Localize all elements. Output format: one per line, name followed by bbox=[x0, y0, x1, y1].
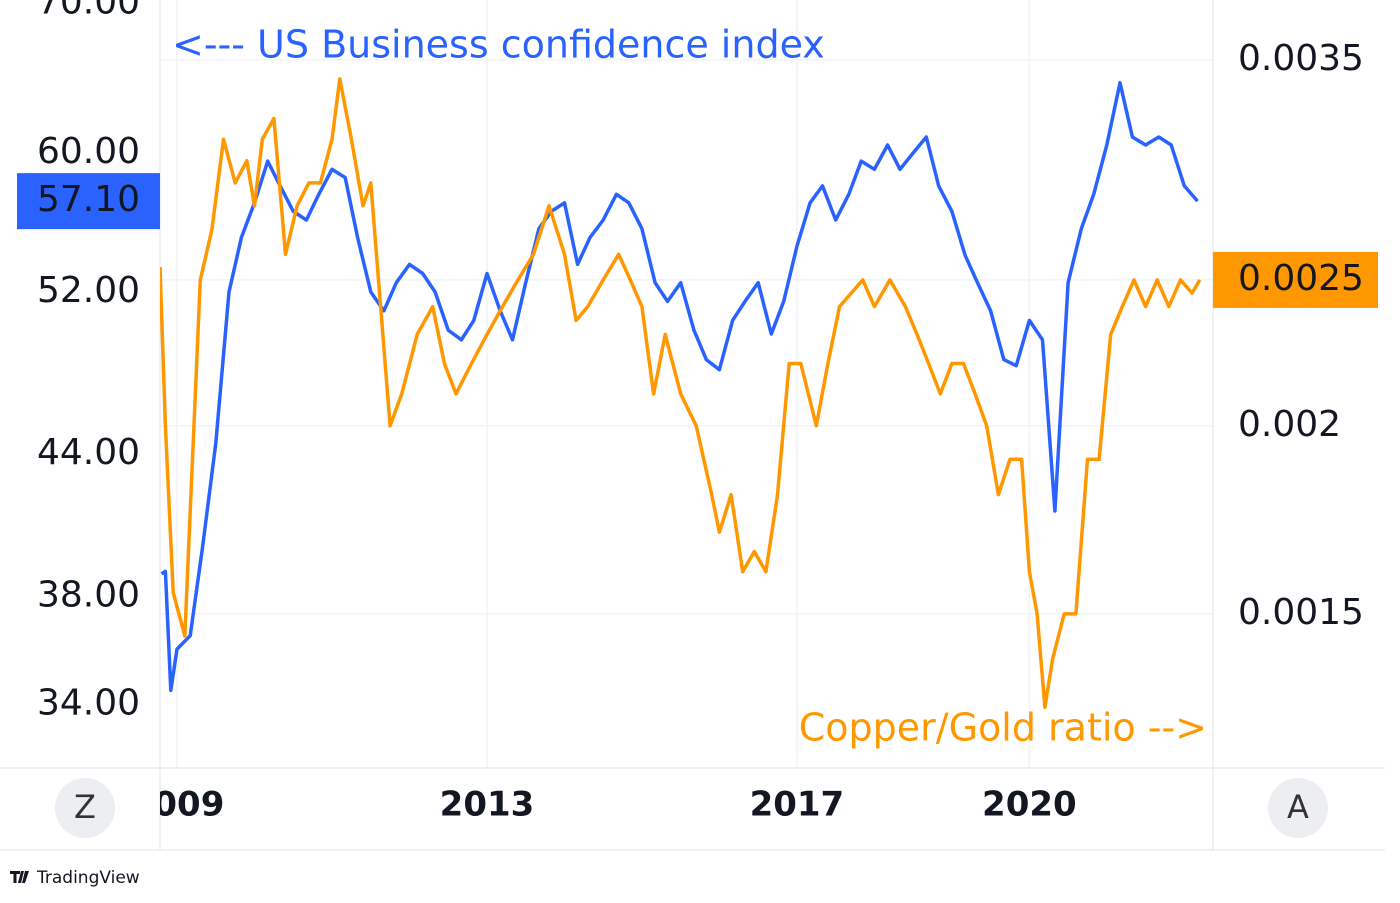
x-tick-label: 2013 bbox=[440, 785, 535, 825]
button-label[interactable]: Z bbox=[74, 788, 96, 826]
last-value-label: 57.10 bbox=[37, 179, 140, 220]
x-axis: 2009 2013 2017 2020 bbox=[130, 785, 1077, 825]
y2-tick-label: 0.0015 bbox=[1238, 592, 1364, 633]
grid bbox=[160, 0, 1213, 768]
y2-tick-label: 0.002 bbox=[1238, 404, 1341, 445]
plot bbox=[160, 77, 1202, 710]
last-value-badge bbox=[17, 173, 160, 230]
logo bbox=[10, 871, 29, 883]
x-tick-label: 2017 bbox=[750, 785, 845, 825]
x-tick-label: 2020 bbox=[982, 785, 1077, 825]
y-tick-label: 70.00 bbox=[37, 0, 140, 22]
y-tick-label: 60.00 bbox=[37, 131, 140, 172]
x-tick-label: 2009 bbox=[130, 785, 225, 825]
brand: TradingView bbox=[36, 868, 140, 888]
y-tick-label: 38.00 bbox=[37, 575, 140, 616]
y2-tick-label: 0.0035 bbox=[1238, 38, 1364, 79]
last-value-label: 0.0025 bbox=[1238, 258, 1364, 299]
button[interactable] bbox=[55, 778, 115, 838]
last-value-badge bbox=[1213, 251, 1378, 308]
y-tick-label: 52.00 bbox=[37, 270, 140, 311]
annotation: Copper/Gold ratio --> bbox=[799, 706, 1207, 750]
labels: 70.00 60.00 52.00 44.00 38.00 34.00 0.0035 0.00… bbox=[17, 0, 1378, 825]
button[interactable] bbox=[1268, 778, 1328, 838]
annotation: <--- US Business confidence index bbox=[172, 23, 825, 67]
series-line bbox=[160, 81, 1199, 693]
series-line bbox=[160, 77, 1202, 710]
y-tick-label: 34.00 bbox=[37, 683, 140, 724]
button-label[interactable]: A bbox=[1287, 788, 1309, 826]
y-tick-label: 44.00 bbox=[37, 432, 140, 473]
